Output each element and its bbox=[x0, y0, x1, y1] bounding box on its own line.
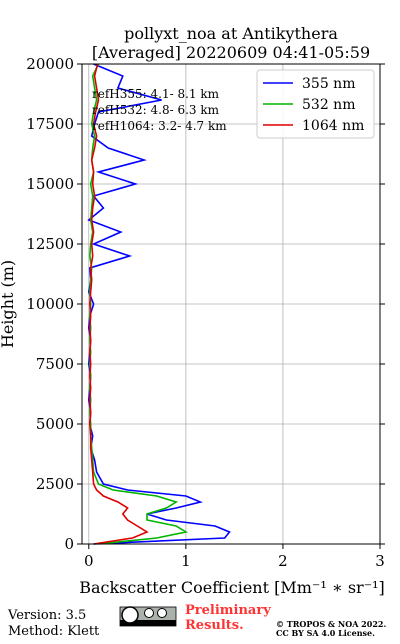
chart-title: [Averaged] 20220609 04:41-05:59 bbox=[92, 43, 370, 62]
annotation: refH355: 4.1- 8.1 km bbox=[92, 87, 220, 101]
x-axis-label: Backscatter Coefficient [Mm⁻¹ ∗ sr⁻¹] bbox=[79, 578, 385, 597]
y-tick-label: 10000 bbox=[26, 295, 74, 313]
version: Version: 3.5 bbox=[7, 608, 86, 623]
x-tick-label: 0 bbox=[84, 552, 94, 570]
y-tick-label: 0 bbox=[64, 535, 74, 553]
y-tick-label: 5000 bbox=[36, 415, 74, 433]
legend-label: 532 nm bbox=[302, 97, 355, 113]
preliminary-note: Results. bbox=[185, 618, 244, 633]
y-tick-label: 17500 bbox=[26, 115, 74, 133]
annotation: refH1064: 3.2- 4.7 km bbox=[92, 119, 227, 133]
legend-label: 1064 nm bbox=[302, 118, 364, 134]
legend-box bbox=[256, 69, 375, 139]
license: CC BY SA 4.0 License. bbox=[276, 628, 375, 638]
y-tick-label: 15000 bbox=[26, 175, 74, 193]
x-tick-label: 1 bbox=[181, 552, 191, 570]
y-tick-label: 12500 bbox=[26, 235, 74, 253]
legend-label: 355 nm bbox=[302, 76, 355, 92]
method: Method: Klett bbox=[8, 624, 100, 639]
preliminary-note: Preliminary bbox=[185, 603, 271, 618]
cc-icon bbox=[119, 606, 177, 627]
annotation: refH532: 4.8- 6.3 km bbox=[92, 103, 220, 117]
chart-title: pollyxt_noa at Antikythera bbox=[124, 24, 338, 43]
license: © TROPOS & NOA 2022. bbox=[276, 619, 386, 629]
y-tick-label: 2500 bbox=[36, 475, 74, 493]
legend: 355 nm 532 nm 1064 nm bbox=[256, 69, 375, 139]
plot-frame bbox=[81, 63, 381, 545]
profile-line bbox=[88, 63, 149, 545]
x-tick-label: 3 bbox=[375, 552, 385, 570]
y-axis-label: Height (m) bbox=[0, 260, 17, 348]
y-tick-label: 20000 bbox=[26, 55, 74, 73]
x-tick-label: 2 bbox=[278, 552, 288, 570]
y-tick-label: 7500 bbox=[36, 355, 74, 373]
